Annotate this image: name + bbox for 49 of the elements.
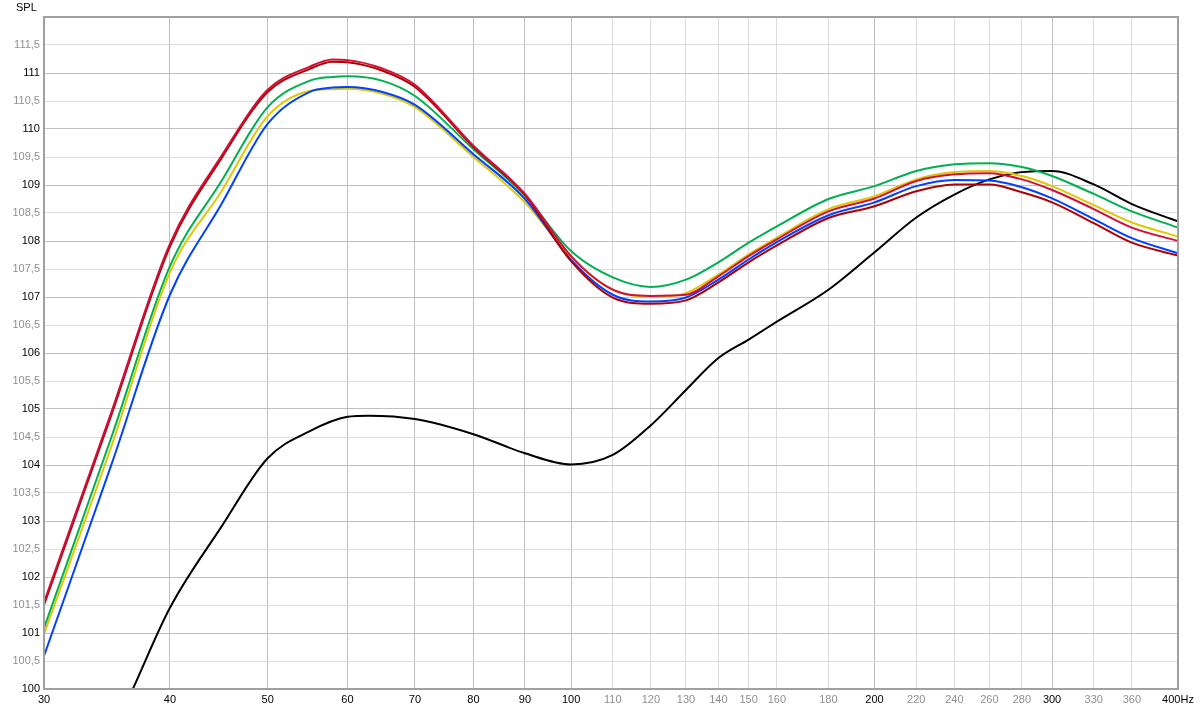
x-tick-label: 140	[709, 692, 728, 705]
y-tick-label: 105	[21, 402, 40, 415]
x-tick-label: 300	[1042, 692, 1062, 705]
x-tick-label: 80	[467, 692, 480, 705]
y-tick-label: 110,5	[13, 94, 40, 107]
x-tick-label: 90	[518, 692, 532, 705]
x-tick-label: 260	[980, 692, 999, 705]
y-tick-label: 108	[21, 234, 40, 247]
y-tick-label: 103,5	[12, 486, 40, 499]
y-tick-label: 104	[21, 458, 40, 471]
y-tick-label: 105,5	[12, 374, 40, 387]
x-tick-label: 50	[261, 692, 274, 705]
x-tick-label: 100	[561, 692, 581, 705]
y-tick-label: 109,5	[12, 150, 40, 163]
y-tick-label: 106,5	[12, 318, 40, 331]
x-tick-label: 130	[676, 692, 696, 705]
x-tick-label: 200	[865, 692, 884, 705]
y-tick-label: 101,5	[12, 598, 40, 611]
y-tick-label: 111,5	[14, 38, 40, 51]
x-tick-label: 180	[819, 692, 838, 705]
x-tick-label: 60	[341, 692, 354, 705]
y-tick-label: 100,5	[12, 654, 40, 667]
y-tick-label: 102	[21, 570, 40, 583]
y-axis-title: SPL	[16, 0, 37, 13]
x-tick-label: 220	[907, 692, 926, 705]
x-tick-label: 360	[1122, 692, 1142, 705]
y-tick-label: 100	[21, 682, 40, 695]
x-tick-label: 30	[37, 692, 51, 705]
y-tick-label: 102,5	[12, 542, 40, 555]
x-tick-label: 150	[739, 692, 758, 705]
x-tick-label: 40	[163, 692, 177, 705]
y-tick-label: 111	[23, 66, 40, 79]
y-tick-label: 109	[21, 178, 40, 191]
y-tick-label: 107,5	[12, 262, 40, 275]
x-tick-label: 110	[604, 692, 622, 705]
y-tick-label: 108,5	[12, 206, 40, 219]
x-tick-label: 240	[945, 692, 964, 705]
y-tick-label: 110	[22, 122, 40, 135]
y-tick-label: 104,5	[12, 430, 40, 443]
x-tick-label: 280	[1012, 692, 1032, 705]
y-tick-label: 107	[21, 290, 40, 303]
x-tick-label: 400Hz	[1162, 692, 1194, 705]
x-tick-label: 160	[767, 692, 787, 705]
x-tick-label: 70	[408, 692, 422, 705]
y-tick-label: 103	[21, 514, 40, 527]
x-tick-label: 330	[1084, 692, 1103, 705]
y-tick-label: 101	[21, 626, 40, 639]
y-tick-label: 106	[21, 346, 40, 359]
x-tick-label: 120	[641, 692, 661, 705]
